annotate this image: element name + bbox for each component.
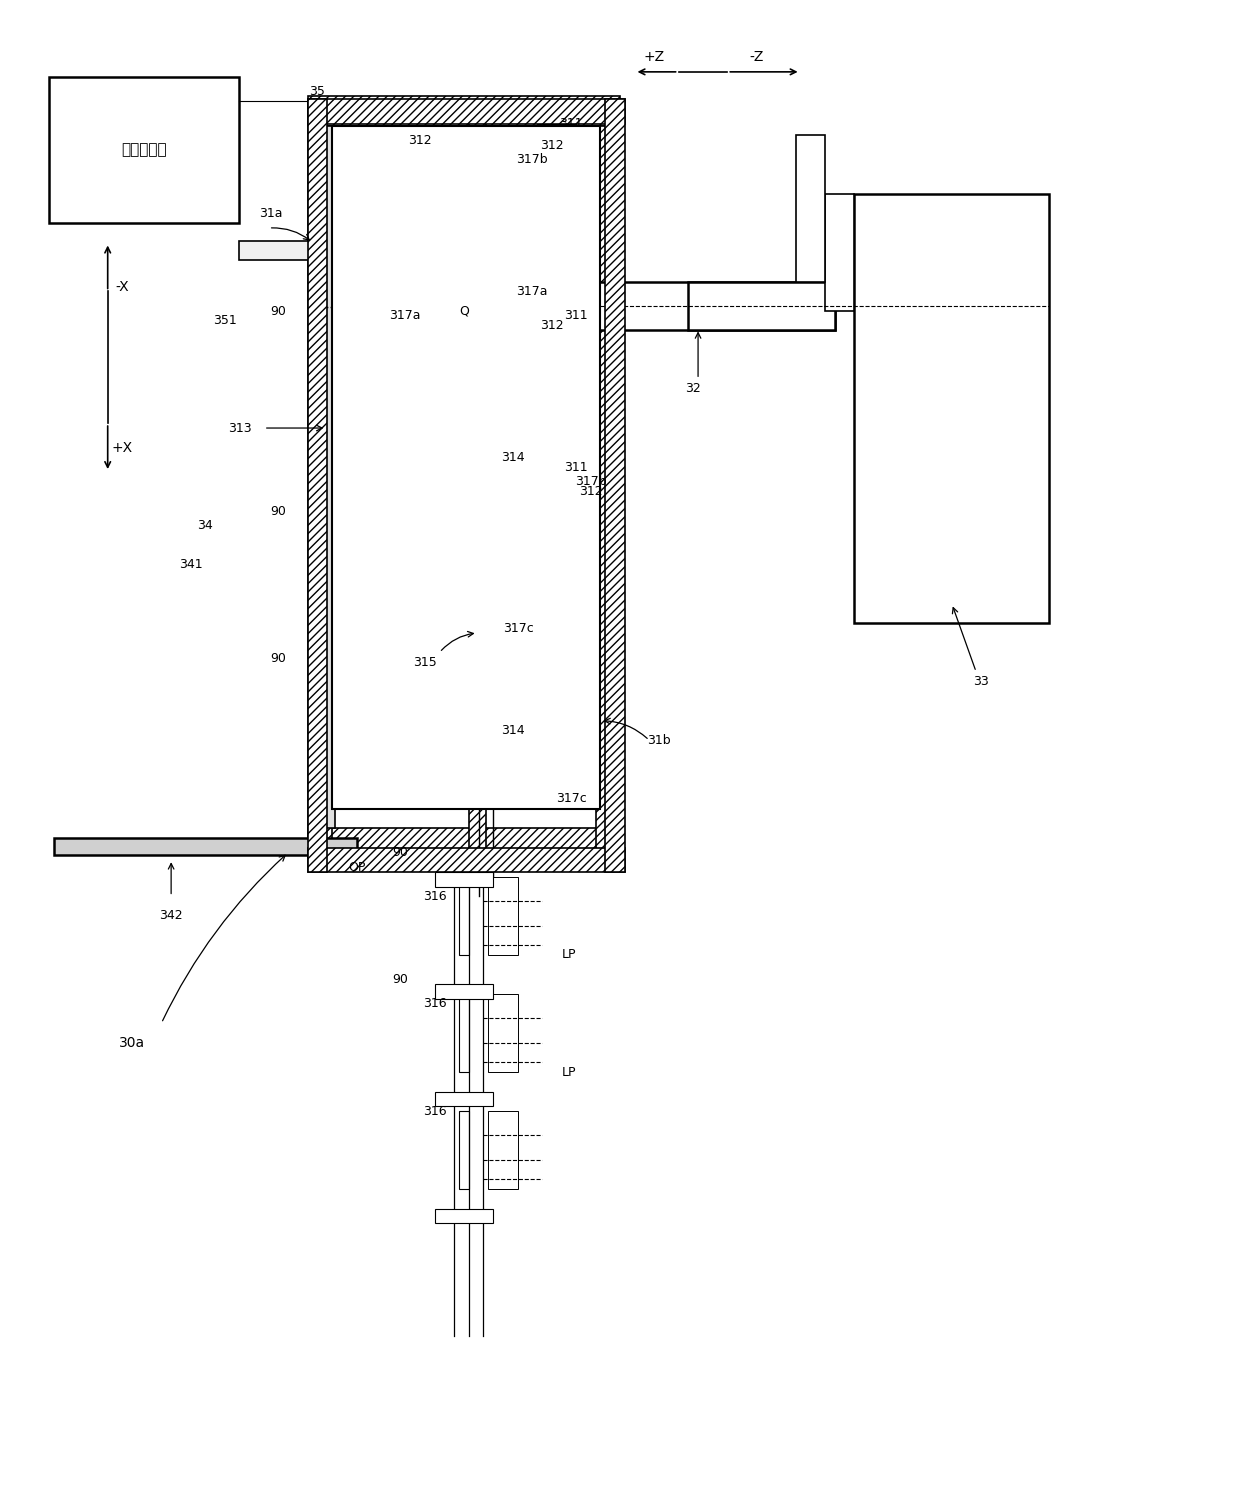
Bar <box>308 829 620 857</box>
Text: 313: 313 <box>228 421 252 435</box>
Text: 316: 316 <box>423 1104 446 1117</box>
Text: 317a: 317a <box>516 284 548 298</box>
Text: 34: 34 <box>197 519 213 532</box>
Bar <box>469 104 486 872</box>
Text: 311: 311 <box>559 117 583 129</box>
Text: -Z: -Z <box>749 50 764 65</box>
Text: 316: 316 <box>423 997 446 1011</box>
Text: 311: 311 <box>564 310 588 322</box>
Text: 90: 90 <box>393 973 408 985</box>
Text: 31b: 31b <box>647 734 671 747</box>
Bar <box>332 125 600 809</box>
Text: 317b: 317b <box>575 475 606 489</box>
Bar <box>50 77 239 223</box>
Text: 90: 90 <box>393 847 408 859</box>
Text: 342: 342 <box>159 910 184 922</box>
Text: 316: 316 <box>423 890 446 902</box>
Bar <box>434 872 494 887</box>
Text: 90: 90 <box>270 505 286 519</box>
Bar <box>459 994 469 1072</box>
Bar <box>459 1111 469 1190</box>
Bar <box>825 194 854 311</box>
Text: 341: 341 <box>179 558 202 572</box>
Bar <box>605 99 625 872</box>
Bar <box>365 305 539 317</box>
Text: 311: 311 <box>564 460 588 474</box>
Text: 31a: 31a <box>259 208 283 220</box>
Bar <box>335 438 569 584</box>
Text: 351: 351 <box>213 314 237 328</box>
Text: 317b: 317b <box>516 153 548 165</box>
Bar <box>365 653 539 665</box>
Text: 317c: 317c <box>556 793 587 805</box>
Text: 35: 35 <box>310 84 325 98</box>
Bar <box>317 125 335 829</box>
Text: 312: 312 <box>539 319 563 332</box>
Text: 90: 90 <box>270 651 286 665</box>
Bar <box>595 125 620 857</box>
Text: Q: Q <box>459 304 469 317</box>
Bar <box>308 848 625 872</box>
Text: OP: OP <box>348 860 366 874</box>
Text: 315: 315 <box>413 656 436 669</box>
Bar <box>308 125 332 857</box>
Bar <box>459 877 469 955</box>
Bar <box>308 96 620 125</box>
Bar <box>494 159 527 199</box>
Bar <box>434 1209 494 1223</box>
Text: 312: 312 <box>539 138 563 152</box>
Bar <box>486 311 526 355</box>
Text: LP: LP <box>562 1065 575 1078</box>
Bar <box>464 301 491 335</box>
Text: 30a: 30a <box>119 1036 145 1050</box>
Bar <box>308 99 327 872</box>
Text: 90: 90 <box>270 305 286 319</box>
Bar <box>461 629 494 662</box>
Text: 317c: 317c <box>503 621 534 635</box>
Text: LP: LP <box>562 949 575 961</box>
Text: 32: 32 <box>686 382 701 396</box>
Text: 312: 312 <box>579 484 603 498</box>
Text: 33: 33 <box>973 675 990 689</box>
Text: 317a: 317a <box>389 310 422 322</box>
Bar <box>854 194 1049 623</box>
Bar <box>434 1092 494 1107</box>
Bar <box>489 1111 517 1190</box>
Bar <box>489 877 517 955</box>
Bar <box>489 994 517 1072</box>
Bar <box>308 99 625 123</box>
Bar <box>335 438 569 731</box>
Text: -X: -X <box>115 280 129 293</box>
Text: 空気供給部: 空気供給部 <box>122 143 167 158</box>
Text: +X: +X <box>112 441 133 454</box>
Bar <box>239 241 310 260</box>
Bar <box>365 507 539 517</box>
Bar <box>537 123 577 186</box>
Text: 314: 314 <box>501 451 525 463</box>
Bar <box>55 838 357 856</box>
Bar <box>434 984 494 999</box>
Text: +Z: +Z <box>644 50 665 65</box>
Bar <box>486 125 526 170</box>
Bar <box>486 477 526 520</box>
Bar <box>688 281 835 331</box>
Bar <box>537 311 577 374</box>
Bar <box>796 135 825 281</box>
Text: 314: 314 <box>501 723 525 737</box>
Text: 312: 312 <box>408 134 432 147</box>
Bar <box>595 281 835 331</box>
